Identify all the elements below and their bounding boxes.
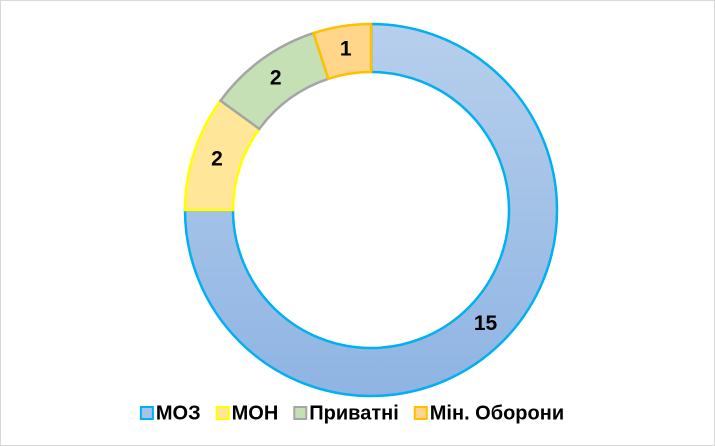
data-label: 2 [211, 147, 223, 170]
data-label: 2 [270, 66, 282, 89]
legend-marker [215, 406, 230, 420]
data-label: 1 [340, 38, 352, 61]
legend-label: Мін. Оборони [430, 402, 564, 424]
legend-marker [139, 406, 154, 420]
legend-marker [413, 406, 428, 420]
legend-label: Приватні [309, 402, 398, 424]
legend-marker [293, 406, 308, 420]
legend: МОЗ МОН Приватні Мін. Оборони [139, 402, 564, 424]
donut-segment [311, 22, 373, 81]
donut-segment [183, 22, 559, 398]
data-label: 15 [474, 312, 498, 335]
legend-label: МОН [232, 402, 279, 424]
legend-label: МОЗ [156, 402, 201, 424]
